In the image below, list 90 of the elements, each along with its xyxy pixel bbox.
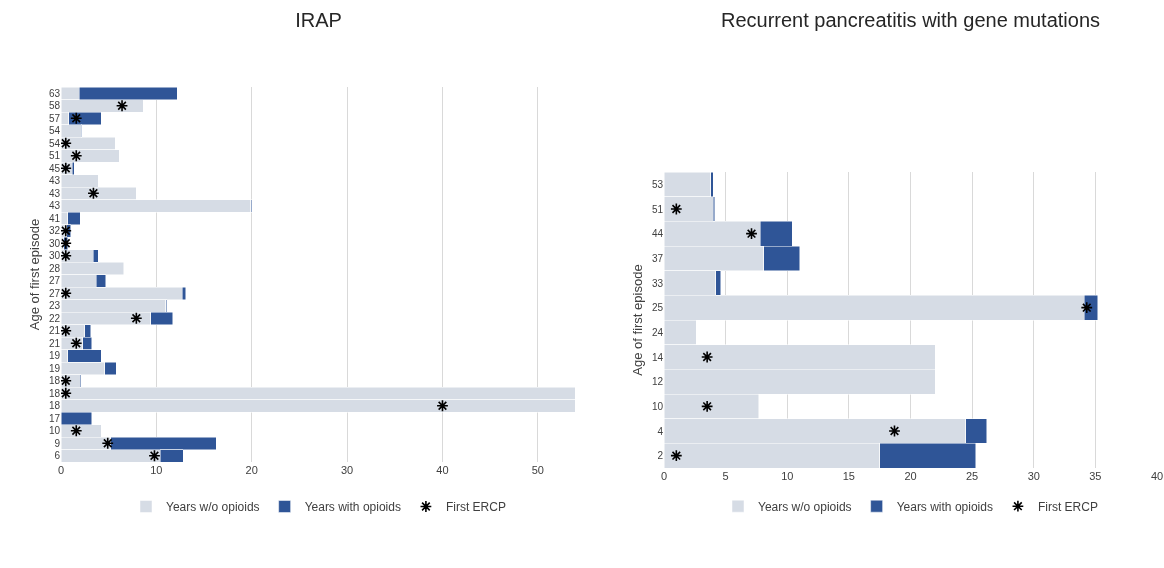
x-tick-label: 30: [340, 464, 354, 476]
point: [70, 337, 83, 350]
legend-label: First ERCP: [1037, 499, 1098, 514]
y-tick-label: 22: [48, 312, 61, 324]
y-tick-label: 18: [48, 375, 61, 387]
y-tick-label: 30: [48, 237, 61, 249]
y-tick-label: 43: [48, 187, 61, 199]
legend-label: Years with opioids: [896, 499, 993, 514]
y-tick-label: 57: [48, 112, 61, 124]
point: [115, 99, 129, 112]
point: [61, 324, 72, 337]
x-tick-label: 40: [436, 464, 449, 476]
x-tick-label: 20: [904, 470, 917, 482]
y-tick-label: 53: [651, 178, 664, 190]
x-tick-label: 10: [150, 464, 163, 476]
y-tick-label: 17: [48, 412, 61, 424]
y-axis-title: Age of first episode: [629, 264, 645, 376]
point: [130, 312, 143, 325]
y-tick-label: 14: [651, 351, 664, 363]
y-tick-label: 32: [48, 225, 61, 237]
y-tick-label: 21: [48, 325, 61, 337]
point: [670, 449, 683, 462]
point: [61, 387, 72, 400]
legend-label: Years w/o opioids: [166, 500, 260, 515]
y-tick-label: 23: [48, 300, 61, 312]
x-tick-label: 0: [57, 464, 65, 476]
y-tick-label: 37: [651, 252, 664, 264]
y-tick-label: 54: [48, 125, 61, 137]
point: [61, 224, 72, 237]
point: [745, 227, 758, 240]
point: [888, 424, 901, 438]
y-tick-label: 27: [48, 275, 61, 287]
y-tick-label: 63: [48, 87, 61, 99]
point: [101, 437, 114, 450]
y-tick-label: 25: [651, 302, 664, 314]
y-tick-label: 58: [48, 100, 61, 112]
y-tick-label: 10: [651, 400, 664, 412]
y-tick-label: 9: [54, 437, 61, 449]
point: [61, 137, 72, 150]
y-tick-label: 43: [48, 200, 61, 212]
point: [70, 424, 83, 437]
point: [61, 249, 72, 262]
x-tick-label: 20: [245, 464, 258, 476]
point: [670, 202, 683, 216]
y-tick-label: 51: [48, 150, 61, 162]
point: [700, 400, 714, 413]
y-tick-label: 19: [48, 362, 61, 374]
y-tick-label: 33: [651, 277, 664, 289]
y-tick-label: 28: [48, 262, 61, 274]
y-tick-label: 24: [651, 326, 664, 338]
y-tick-label: 51: [651, 203, 664, 215]
x-tick-label: 10: [781, 470, 794, 482]
y-tick-label: 12: [651, 376, 664, 388]
x-tick-label: 0: [660, 470, 668, 482]
y-tick-label: 43: [48, 175, 61, 187]
point: [148, 449, 161, 462]
chart-title: IRAP: [295, 9, 342, 31]
y-tick-label: 18: [48, 387, 61, 399]
y-tick-label: 6: [54, 450, 61, 462]
x-tick-label: 15: [842, 470, 856, 482]
chart-title: Recurrent pancreatitis with gene mutations: [720, 9, 1101, 31]
y-axis-title: Age of first episode: [26, 218, 42, 331]
point: [436, 399, 449, 412]
point: [70, 149, 83, 162]
y-tick-label: 21: [48, 337, 61, 349]
y-tick-label: 2: [657, 450, 664, 462]
legend-label: Years w/o opioids: [758, 499, 852, 514]
legend-label: Years with opioids: [304, 500, 401, 515]
y-tick-label: 44: [651, 228, 664, 240]
x-tick-label: 35: [1089, 470, 1102, 482]
point: [61, 237, 72, 250]
x-tick-label: 30: [1027, 470, 1040, 482]
y-tick-label: 30: [48, 250, 61, 262]
y-tick-label: 45: [48, 162, 61, 174]
y-tick-label: 18: [48, 400, 61, 412]
x-tick-label: 25: [966, 470, 979, 482]
point: [61, 287, 72, 300]
point: [61, 374, 72, 387]
point: [700, 350, 714, 364]
y-tick-label: 10: [48, 425, 61, 437]
y-tick-label: 19: [48, 350, 61, 362]
x-tick-label: 40: [1150, 470, 1164, 482]
y-tick-label: 41: [48, 212, 61, 224]
y-tick-label: 4: [657, 425, 664, 437]
legend-label: First ERCP: [445, 500, 506, 515]
x-tick-label: 50: [531, 464, 544, 476]
x-tick-label: 5: [722, 470, 729, 482]
point: [87, 187, 100, 200]
y-tick-label: 54: [48, 137, 61, 149]
y-tick-label: 27: [48, 287, 61, 299]
